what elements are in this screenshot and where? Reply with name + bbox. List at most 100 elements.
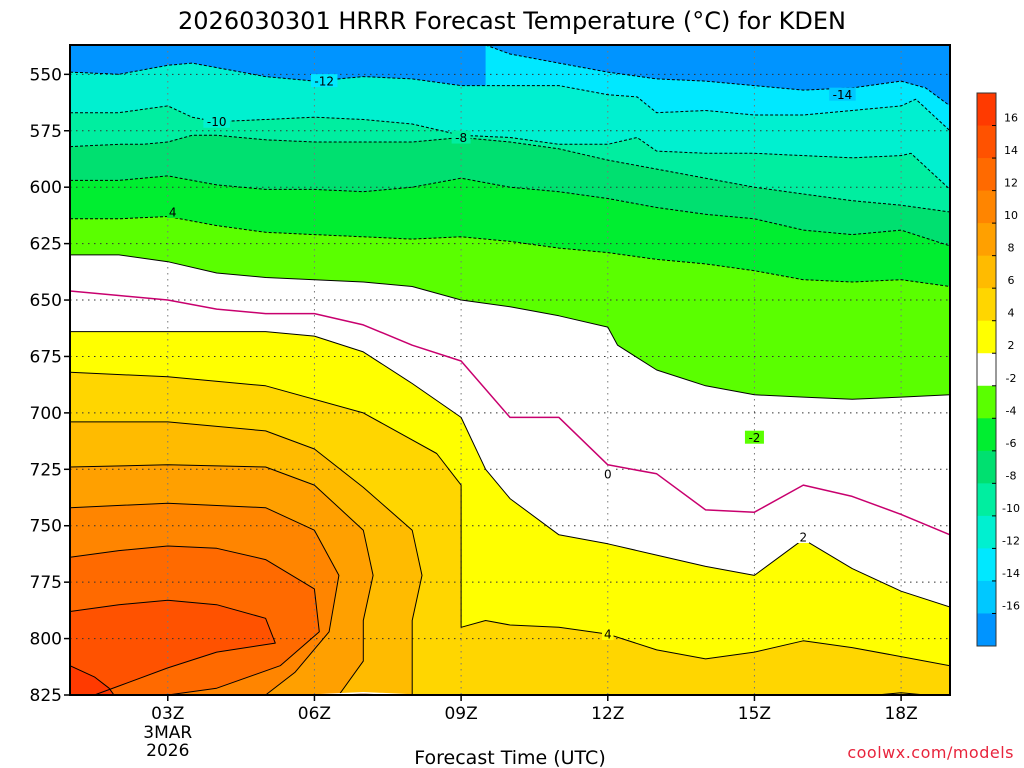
colorbar-swatch-16 — [977, 93, 996, 127]
colorbar-label-8: 8 — [1008, 242, 1015, 255]
contour-line-extra-2-0 — [871, 692, 931, 695]
colorbar-swatch-6 — [977, 255, 996, 289]
contour-labels-layer: -14 -12 -10 -8 4 -2 0 2 4 — [166, 74, 856, 642]
colorbar-swatch--14 — [977, 548, 996, 582]
contour-label-bg-2 — [797, 530, 810, 544]
contour-line--12 — [70, 62, 950, 132]
contour-line-6 — [70, 421, 423, 695]
y-tick-label-750: 750 — [30, 517, 62, 537]
x-tick-label-15Z: 15Z — [738, 704, 771, 724]
y-tick-label-550: 550 — [30, 65, 62, 85]
x-tick-label-03Z: 03Z — [151, 704, 184, 724]
colorbar-label-6: 6 — [1008, 274, 1015, 287]
x-tick-label-09Z: 09Z — [444, 704, 477, 724]
contour-label--2: -2 — [748, 431, 760, 445]
contour-label-0: 0 — [604, 467, 612, 481]
y-tick-label-725: 725 — [30, 460, 62, 480]
contour-line--4 — [70, 216, 950, 287]
contour-label--12: -12 — [314, 75, 334, 89]
contour-label-bg--12 — [310, 74, 338, 88]
chart-title: 2026030301 HRRR Forecast Temperature (°C… — [178, 7, 846, 35]
y-tick-label-625: 625 — [30, 235, 62, 255]
colorbar-label-16: 16 — [1004, 112, 1018, 125]
contour-label-bg-0 — [602, 466, 614, 480]
colorbar-swatch--4 — [977, 385, 996, 419]
colorbar-label--16: -16 — [1002, 599, 1020, 612]
colorbar-swatch--16 — [977, 580, 996, 614]
x-tick-label-12Z: 12Z — [591, 704, 624, 724]
contour-label-2: 2 — [800, 531, 808, 545]
x-tick-sublabel-0: 3MAR — [143, 723, 192, 743]
contour-line--6 — [70, 175, 950, 247]
contour-line-16 — [70, 665, 115, 695]
contour-line-14 — [70, 599, 276, 695]
contour-label--8: -8 — [455, 131, 467, 145]
colorbar-label-2: 2 — [1008, 339, 1015, 352]
colorbar-swatch-14 — [977, 125, 996, 159]
contour-line-2 — [70, 331, 950, 608]
colorbar-label--8: -8 — [1006, 469, 1017, 482]
contour-label-bg--14 — [829, 87, 856, 101]
colorbar: 16 14 12 10 8 6 4 2 -2 -4 -6 -8 -10 -12 -14 -16 — [976, 92, 1020, 647]
contour-label-bg--10 — [203, 114, 230, 128]
contour-label-bg--4 — [166, 205, 179, 219]
colorbar-swatch-10 — [977, 190, 996, 224]
colorbar-label-10: 10 — [1004, 209, 1018, 222]
y-tick-label-775: 775 — [30, 573, 62, 593]
colorbar-label--2: -2 — [1006, 372, 1017, 385]
x-tick-label-06Z: 06Z — [298, 704, 331, 724]
fill-band-14 — [70, 600, 276, 695]
colorbar-label--4: -4 — [1006, 404, 1017, 417]
x-axis-label: Forecast Time (UTC) — [414, 747, 605, 768]
contour-label-bg--8 — [451, 130, 471, 144]
contour-line-12 — [70, 545, 320, 695]
colorbar-swatch--18 — [977, 613, 996, 647]
colorbar-label--6: -6 — [1006, 437, 1017, 450]
colorbar-swatch--8 — [977, 450, 996, 484]
contour-label-bg--2 — [744, 430, 764, 444]
contour-line--14 — [485, 45, 950, 107]
colorbar-label--14: -14 — [1002, 567, 1020, 580]
plot-area: -14 -12 -10 -8 4 -2 0 2 4 — [70, 45, 950, 695]
colorbar-swatch--10 — [977, 483, 996, 517]
y-tick-label-700: 700 — [30, 404, 62, 424]
colorbar-label--12: -12 — [1002, 534, 1020, 547]
contour-label--4: 4 — [169, 206, 177, 220]
x-tick-sublabel-1: 2026 — [146, 741, 189, 761]
fill-band-16 — [70, 665, 114, 695]
contour-label--10: -10 — [207, 115, 227, 129]
contour-line-4 — [70, 371, 950, 667]
plot-frame — [69, 44, 951, 696]
contour-line-10 — [70, 502, 340, 695]
contour-line-0 — [70, 290, 950, 536]
colorbar-swatch-8 — [977, 223, 996, 257]
y-tick-label-800: 800 — [30, 630, 62, 650]
colorbar-swatch-12 — [977, 158, 996, 192]
y-tick-label-650: 650 — [30, 291, 62, 311]
x-tick-label-18Z: 18Z — [884, 704, 917, 724]
colorbar-label-14: 14 — [1004, 144, 1018, 157]
colorbar-label-4: 4 — [1008, 307, 1015, 320]
contour-line--2 — [70, 254, 950, 400]
colorbar-label-12: 12 — [1004, 177, 1018, 190]
colorbar-frame — [976, 92, 997, 647]
y-tick-label-675: 675 — [30, 347, 62, 367]
colorbar-swatch--6 — [977, 418, 996, 452]
contour-label-bg-4 — [602, 627, 614, 641]
contour-label--14: -14 — [833, 88, 853, 102]
temperature-fill-layer — [70, 45, 950, 695]
colorbar-swatch-4 — [977, 288, 996, 322]
colorbar-label--10: -10 — [1002, 502, 1020, 515]
y-tick-label-575: 575 — [30, 122, 62, 142]
y-tick-label-825: 825 — [30, 686, 62, 706]
y-axis: 550 575 600 625 650 675 700 725 750 775 800 825 — [30, 65, 70, 706]
colorbar-swatch-2 — [977, 320, 996, 354]
credit-text: coolwx.com/models — [847, 743, 1014, 762]
colorbar-swatch--2 — [977, 353, 996, 387]
y-tick-label-600: 600 — [30, 178, 62, 198]
contour-line-8 — [70, 464, 374, 695]
contour-label-4: 4 — [604, 628, 612, 642]
colorbar-swatch--12 — [977, 515, 996, 549]
